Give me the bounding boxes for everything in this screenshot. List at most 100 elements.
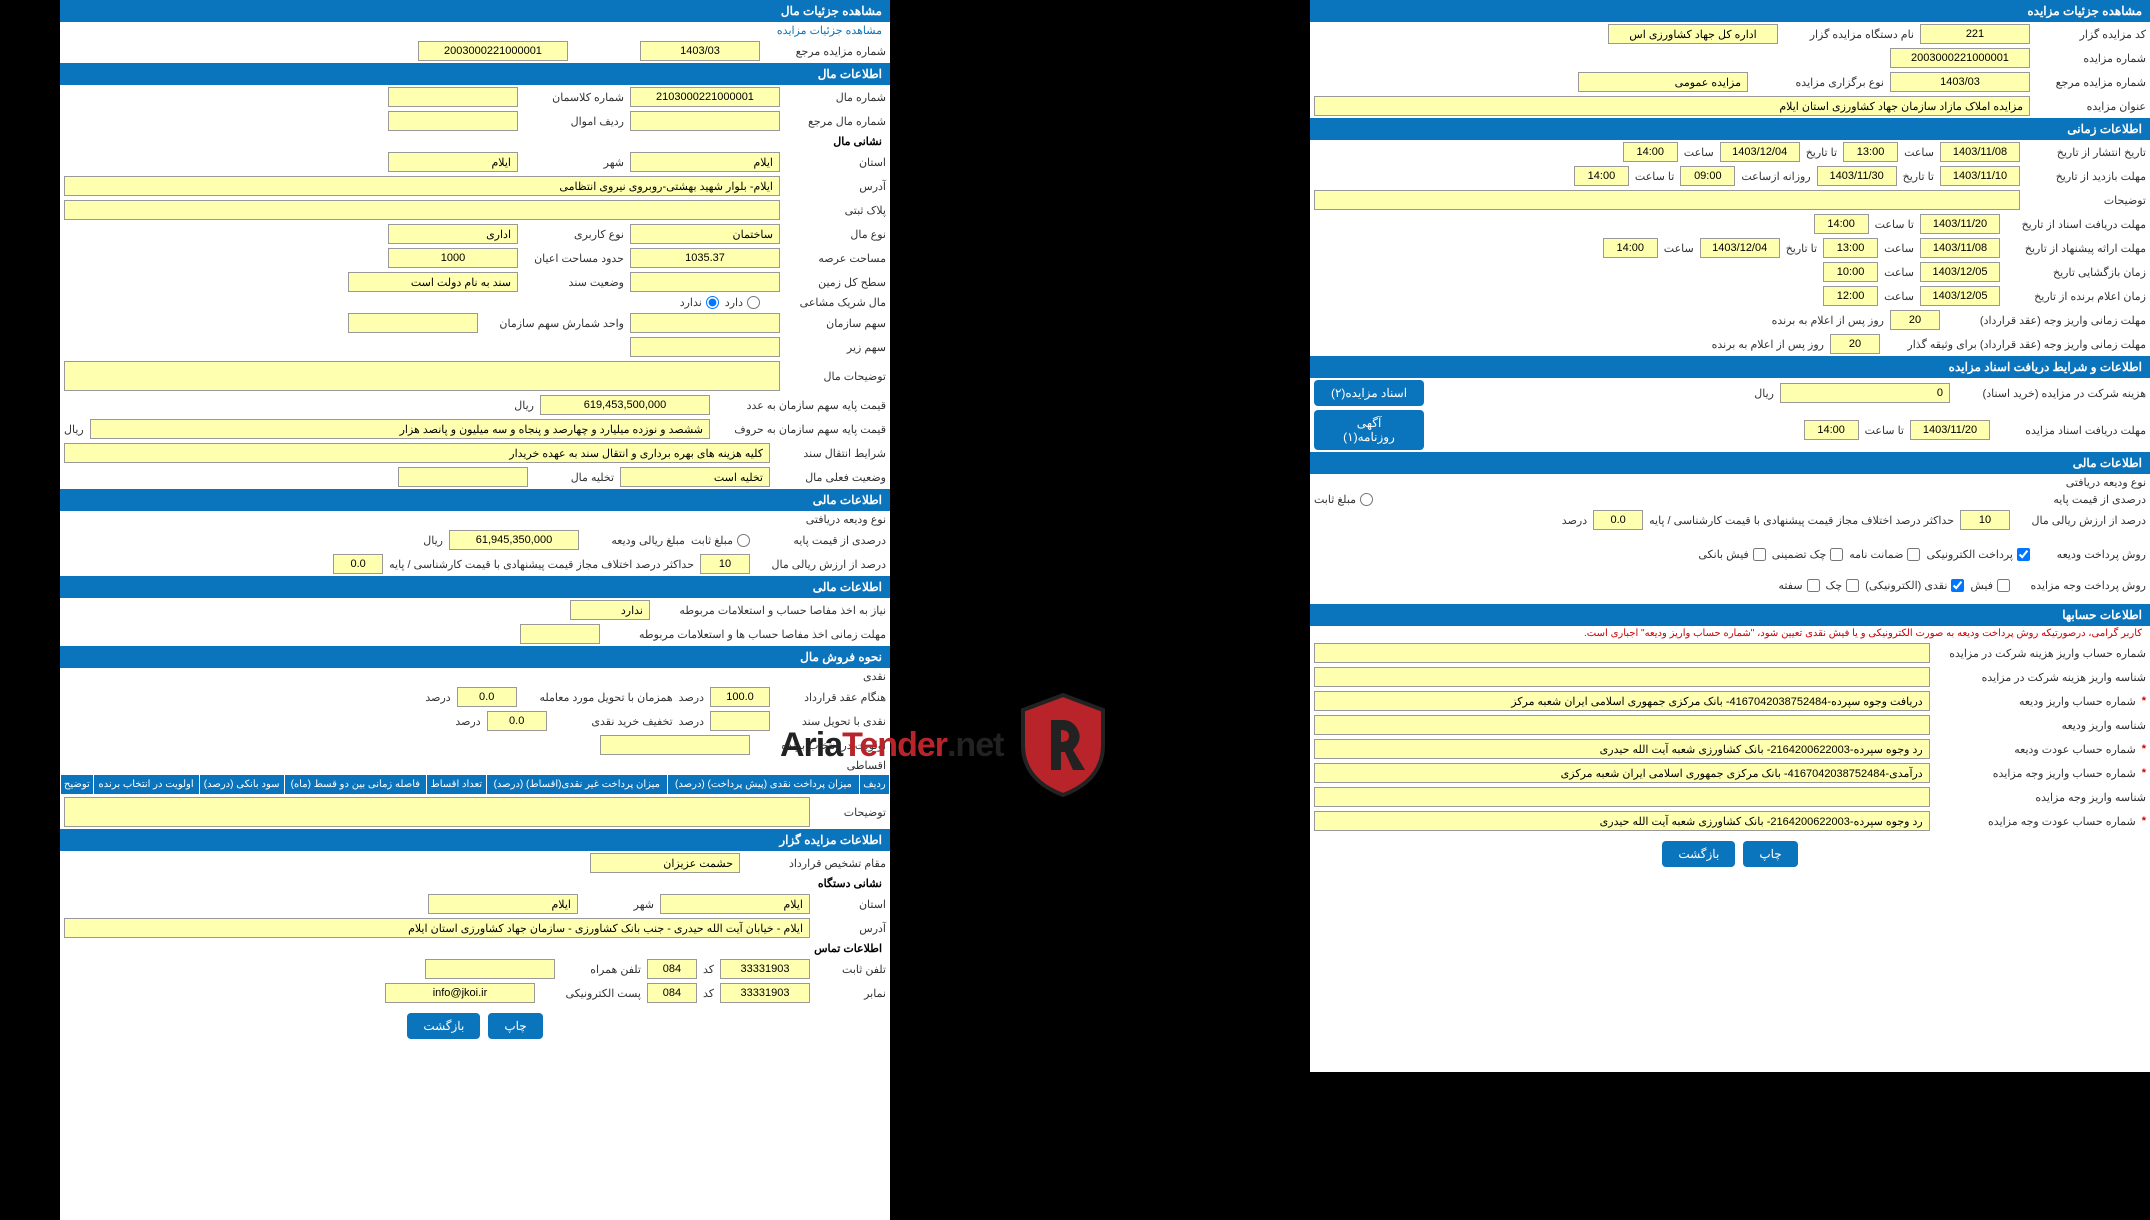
radio-hasnot[interactable] [706,296,719,309]
sub-address: نشانی مال [60,133,890,150]
chk-pm1[interactable] [2017,548,2030,561]
val-orgprov: ایلام [660,894,810,914]
val-acc2 [1314,667,1930,687]
lbl-announce: زمان اعلام برنده از تاریخ [2006,290,2146,303]
lbl-paydeadline: مهلت زمانی واریز وجه (عقد قرارداد) [1946,314,2146,327]
star2: * [2142,743,2146,755]
lbl-use: نوع کاربری [524,228,624,241]
val-refnum [630,111,780,131]
lbl-ap3: چک [1826,579,1843,592]
lbl-deposittype: نوع ودیعه دریافتی [2066,476,2146,489]
radio-has[interactable] [747,296,760,309]
chk-ap4[interactable] [1807,579,1820,592]
right-panel: مشاهده جزئیات مال مشاهده جزئیات مزایده ش… [60,0,890,1220]
val-days2: 20 [1830,334,1880,354]
val-acc5: رد وجوه سپرده-2164200622003- بانک کشاورز… [1314,739,1930,759]
val-basewords: ششصد و نوزده میلیارد و چهارصد و پنجاه و … [90,419,710,439]
lbl-docsdeadlinetime: تا ساعت [1865,424,1904,437]
col-5: سود بانکی (درصد) [199,775,284,795]
val-mobile [425,959,555,979]
link-details[interactable]: مشاهده جزئیات مزایده [60,22,890,39]
lbl-ref: شماره مزایده مرجع [2036,76,2146,89]
val-visitto: 1403/11/30 [1817,166,1897,186]
val-acc1 [1314,643,1930,663]
lbl-refnum: شماره مال مرجع [786,115,886,128]
lbl-settledeadline: مهلت زمانی اخذ مفاصا حساب ها و استعلامات… [606,628,886,641]
val-built: 1000 [388,248,518,268]
val-ref: 1403/03 [1890,72,2030,92]
right-header-3: اطلاعات مالی [60,489,890,511]
chk-ap1[interactable] [1997,579,2010,592]
lbl-totime1: تا ساعت [1635,170,1674,183]
lbl-code: کد مزایده گزار [2036,28,2146,41]
val-acc8: رد وجوه سپرده-2164200622003- بانک کشاورز… [1314,811,1930,831]
lbl-pm3: چک تضمینی [1772,548,1826,561]
val-contract: 100.0 [710,687,770,707]
lbl-pubfrom: تاریخ انتشار از تاریخ [2026,146,2146,159]
val-settledeadline [520,624,600,644]
val-offerto: 1403/12/04 [1700,238,1780,258]
chk-pm3[interactable] [1830,548,1843,561]
btn-right-back[interactable]: بازگشت [407,1013,480,1039]
val-orgunit [348,313,478,333]
val-addr: ایلام- بلوار شهید بهشتی-روبروی نیروی انت… [64,176,780,196]
lbl-acc3: شماره حساب واریز ودیعه [1936,695,2136,708]
lbl-pm1: پرداخت الکترونیکی [1926,548,2013,561]
chk-pm4[interactable] [1753,548,1766,561]
col-2: میزان پرداخت غیر نقدی(اقساط) (درصد) [486,775,667,795]
radio-rfixed[interactable] [737,534,750,547]
right-header-4: اطلاعات مالی [60,576,890,598]
lbl-rrial: ریال [423,534,443,547]
btn-docs1[interactable]: اسناد مزایده(۲) [1314,380,1424,406]
val-offerfrom: 1403/11/08 [1920,238,2000,258]
val-opentime: 10:00 [1823,262,1878,282]
btn-left-back[interactable]: بازگشت [1662,841,1735,867]
btn-left-print[interactable]: چاپ [1743,841,1797,867]
lbl-area: مساحت عرصه [786,252,886,265]
lbl-to1: تا تاریخ [1806,146,1837,159]
chk-ap2[interactable] [1951,579,1964,592]
lbl-daysafter2: روز پس از اعلام به برنده [1712,338,1824,351]
val-dailyfrom: 09:00 [1680,166,1735,186]
val-offertotime: 14:00 [1603,238,1658,258]
lbl-code1: کد [703,963,714,976]
val-acc3: دریافت وجوه سپرده-4167042038752484- بانک… [1314,691,1930,711]
lbl-pm2: ضمانت نامه [1849,548,1903,561]
sub-orgaddr: نشانی دستگاه [60,875,890,892]
val-num: 2003000221000001 [1890,48,2030,68]
val-plate [64,200,780,220]
lbl-acc5: شماره حساب عودت ودیعه [1936,743,2136,756]
val-pubtotime: 14:00 [1623,142,1678,162]
lbl-city: شهر [524,156,624,169]
chk-ap3[interactable] [1846,579,1859,592]
lbl-pdesc: توضیحات مال [786,370,886,383]
lbl-pm4: فیش بانکی [1698,548,1748,561]
val-orgaddr: ایلام - خیابان آیت الله حیدری - جنب بانک… [64,918,810,938]
val-use: اداری [388,224,518,244]
val-offertime: 13:00 [1823,238,1878,258]
lbl-propnum: شماره مال [786,91,886,104]
lbl-discount: تخفیف خرید نقدی [553,715,673,728]
lbl-pct1: درصد [1562,514,1587,527]
right-header-6: اطلاعات مزایده گزار [60,829,890,851]
lbl-province: استان [786,156,886,169]
btn-right-print[interactable]: چاپ [488,1013,542,1039]
lbl-acc8: شماره حساب عودت وجه مزایده [1936,815,2136,828]
lbl-evac: تخلیه مال [534,471,614,484]
val-code2: 084 [647,983,697,1003]
chk-pm2[interactable] [1907,548,1920,561]
lbl-has: دارد [725,296,743,309]
lbl-shared: مال شریک مشاعی [766,296,886,309]
col-6: اولویت در انتخاب برنده [93,775,199,795]
val-floor [630,272,780,292]
lbl-current: وضعیت فعلی مال [776,471,886,484]
installment-table: ردیف میزان پرداخت نقدی (پیش پرداخت) (درص… [60,774,890,795]
lbl-cash: نقدی [863,670,886,683]
right-header-2: اطلاعات مال [60,63,890,85]
lbl-ptype: نوع مال [786,228,886,241]
val-evac [398,467,528,487]
lbl-orgunit: واحد شمارش سهم سازمان [484,317,624,330]
lbl-status: وضعیت سند [524,276,624,289]
btn-docs2[interactable]: آگهی روزنامه(۱) [1314,410,1424,450]
radio-fixed[interactable] [1360,493,1373,506]
